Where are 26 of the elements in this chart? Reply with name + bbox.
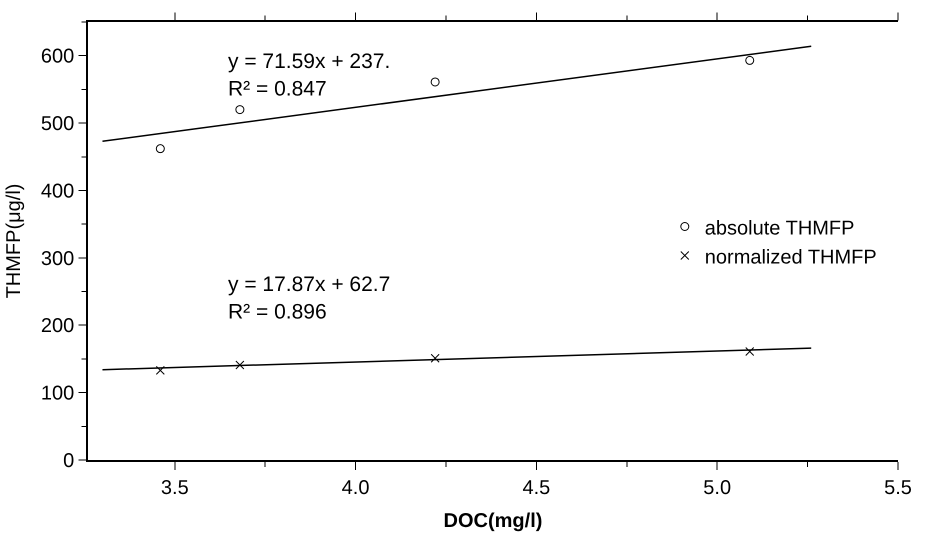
x-tick-label: 4.0 <box>342 476 370 499</box>
point <box>235 105 244 114</box>
point <box>235 360 244 370</box>
y-tick-label: 200 <box>40 315 74 338</box>
point <box>745 56 754 65</box>
x-tick-label: 4.5 <box>522 476 550 499</box>
y-tick-label: 0 <box>63 450 74 472</box>
y-axis-title: THMFP(μg/l) <box>2 184 25 298</box>
x-tick-label: 3.5 <box>160 476 189 499</box>
y-tick-label: 100 <box>40 382 74 405</box>
point <box>430 77 440 86</box>
legend-label: normalized THMFP <box>704 246 877 268</box>
y-tick-label: 400 <box>40 180 74 202</box>
point <box>745 347 754 356</box>
annotation: y = 71.59x + 237. R² = 0.847 <box>228 50 390 100</box>
y-tick-label: 300 <box>40 248 74 270</box>
point <box>430 354 440 363</box>
point <box>156 144 165 154</box>
y-tick-label: 500 <box>40 113 74 136</box>
annotation: y = 17.87x + 62.7 R² = 0.896 <box>228 273 390 324</box>
x-tick-label: 5.0 <box>703 476 732 499</box>
legend-label: absolute THMFP <box>704 217 854 240</box>
y-tick-label: 600 <box>40 46 74 68</box>
x-tick-label: 5.5 <box>884 476 912 499</box>
x-axis-title: DOC(mg/l) <box>444 510 542 532</box>
point <box>156 366 165 375</box>
